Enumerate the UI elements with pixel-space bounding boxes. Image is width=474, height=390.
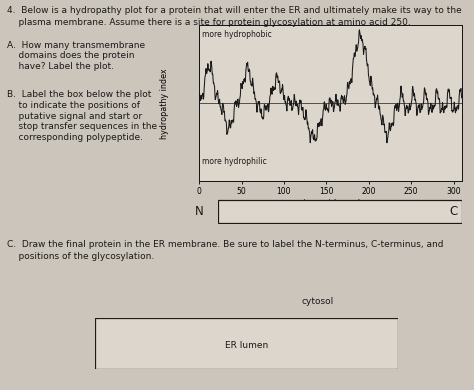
Text: plasma membrane. Assume there is a site for protein glycosylation at amino acid : plasma membrane. Assume there is a site … bbox=[7, 18, 411, 27]
Text: putative signal and start or: putative signal and start or bbox=[7, 112, 142, 121]
Text: hydropathy index: hydropathy index bbox=[160, 68, 169, 139]
Text: C.  Draw the final protein in the ER membrane. Be sure to label the N-terminus, : C. Draw the final protein in the ER memb… bbox=[7, 240, 444, 249]
Text: A.  How many transmembrane: A. How many transmembrane bbox=[7, 41, 145, 50]
Text: more hydrophilic: more hydrophilic bbox=[202, 157, 266, 166]
Text: 4.  Below is a hydropathy plot for a protein that will enter the ER and ultimate: 4. Below is a hydropathy plot for a prot… bbox=[7, 6, 462, 15]
Text: more hydrophobic: more hydrophobic bbox=[202, 30, 272, 39]
X-axis label: amino acid number: amino acid number bbox=[290, 199, 372, 208]
Text: stop transfer sequences in the: stop transfer sequences in the bbox=[7, 122, 157, 131]
Text: cytosol: cytosol bbox=[301, 297, 334, 306]
Text: C: C bbox=[449, 205, 457, 218]
Text: ER lumen: ER lumen bbox=[225, 341, 268, 350]
Text: positions of the glycosylation.: positions of the glycosylation. bbox=[7, 252, 155, 261]
Text: have? Label the plot.: have? Label the plot. bbox=[7, 62, 114, 71]
Text: domains does the protein: domains does the protein bbox=[7, 51, 135, 60]
Text: to indicate the positions of: to indicate the positions of bbox=[7, 101, 140, 110]
Text: B.  Label the box below the plot: B. Label the box below the plot bbox=[7, 90, 152, 99]
Text: corresponding polypeptide.: corresponding polypeptide. bbox=[7, 133, 143, 142]
Text: N: N bbox=[195, 205, 204, 218]
